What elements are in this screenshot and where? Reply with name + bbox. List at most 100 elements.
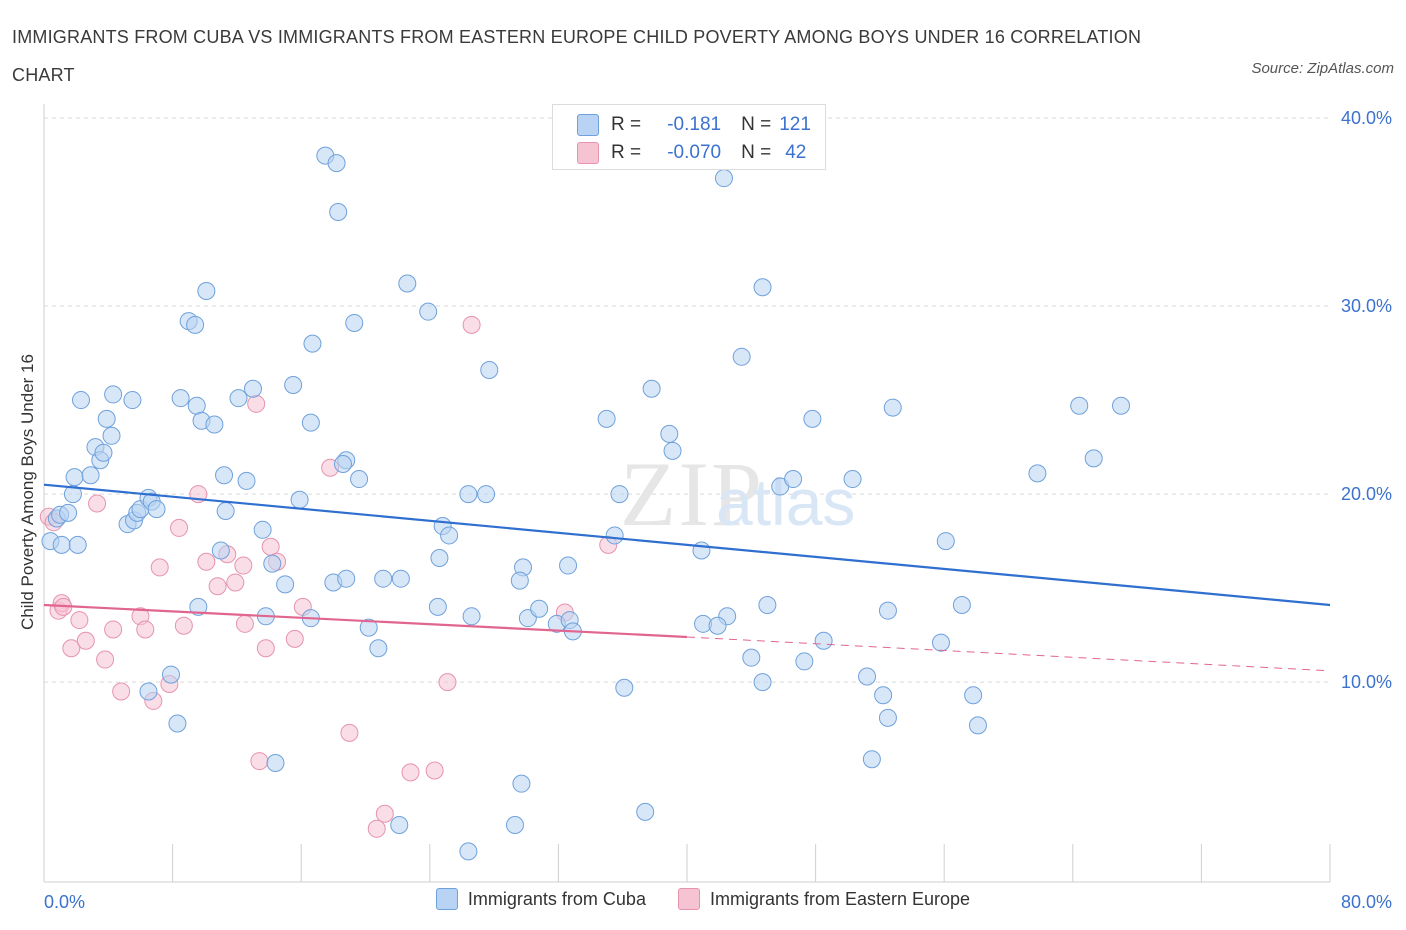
eastern-europe-swatch <box>577 142 599 164</box>
stats-legend: R = -0.181 N = 121 R = -0.070 N = 42 <box>552 104 826 170</box>
data-point-cuba <box>964 686 983 705</box>
data-point-cuba <box>52 535 71 554</box>
data-point-cuba <box>187 396 206 415</box>
chart-title: IMMIGRANTS FROM CUBA VS IMMIGRANTS FROM … <box>12 27 1142 85</box>
data-point-cuba <box>597 409 616 428</box>
data-point-cuba <box>284 376 303 395</box>
data-point-eastern-europe <box>112 682 131 701</box>
trend-lines <box>43 483 1331 672</box>
data-point-eastern-europe <box>96 650 115 669</box>
data-point-eastern-europe <box>197 552 216 571</box>
data-point-cuba <box>462 607 481 626</box>
trend-line-cuba <box>43 483 1331 607</box>
data-point-cuba <box>430 549 449 568</box>
data-point-cuba <box>229 389 248 408</box>
data-point-cuba <box>660 424 679 443</box>
trend-line-eastern-europe <box>43 603 688 639</box>
data-point-cuba <box>440 526 459 545</box>
data-point-cuba <box>663 441 682 460</box>
data-point-eastern-europe <box>367 819 386 838</box>
data-point-cuba <box>843 470 862 489</box>
data-point-cuba <box>505 816 524 835</box>
data-point-cuba <box>290 490 309 509</box>
data-point-eastern-europe <box>250 752 269 771</box>
legend-r-label: R = <box>611 114 642 135</box>
data-point-cuba <box>102 426 121 445</box>
legend-item-eastern-europe: Immigrants from Eastern Europe <box>677 888 970 910</box>
data-point-cuba <box>329 203 348 222</box>
data-point-cuba <box>1070 396 1089 415</box>
data-point-cuba <box>714 169 733 188</box>
data-point-cuba <box>345 313 364 332</box>
legend-r-value: -0.070 <box>667 142 722 163</box>
data-point-cuba <box>459 842 478 861</box>
y-tick-label: 10.0% <box>1341 672 1392 692</box>
data-point-cuba <box>753 673 772 692</box>
legend-item-cuba: Immigrants from Cuba <box>435 888 646 910</box>
data-point-cuba <box>71 391 90 410</box>
data-point-cuba <box>303 334 322 353</box>
data-point-eastern-europe <box>174 616 193 635</box>
data-point-cuba <box>216 502 235 521</box>
data-point-cuba <box>1112 396 1131 415</box>
data-point-cuba <box>878 708 897 727</box>
data-point-cuba <box>171 389 190 408</box>
data-point-cuba <box>197 281 216 300</box>
data-point-cuba <box>369 639 388 658</box>
data-point-eastern-europe <box>247 394 266 413</box>
data-point-cuba <box>104 385 123 404</box>
data-point-cuba <box>68 535 87 554</box>
data-point-eastern-europe <box>438 673 457 692</box>
data-point-eastern-europe <box>285 629 304 648</box>
axes <box>43 104 1331 883</box>
data-point-cuba <box>1084 449 1103 468</box>
legend-n-value: 121 <box>779 114 811 135</box>
data-point-eastern-europe <box>235 614 254 633</box>
data-point-cuba <box>205 415 224 434</box>
legend-n-value: 42 <box>785 142 807 163</box>
data-point-cuba <box>211 541 230 560</box>
data-point-cuba <box>878 601 897 620</box>
data-point-cuba <box>263 554 282 573</box>
data-point-cuba <box>510 571 529 590</box>
data-point-eastern-europe <box>234 556 253 575</box>
data-point-cuba <box>642 379 661 398</box>
data-point-cuba <box>123 391 142 410</box>
data-point-cuba <box>391 569 410 588</box>
data-point-eastern-europe <box>88 494 107 513</box>
data-point-eastern-europe <box>226 573 245 592</box>
data-point-cuba <box>189 597 208 616</box>
data-point-cuba <box>237 471 256 490</box>
data-point-cuba <box>814 631 833 650</box>
data-point-eastern-europe <box>76 631 95 650</box>
data-point-cuba <box>1028 464 1047 483</box>
data-point-cuba <box>147 500 166 519</box>
data-point-cuba <box>732 347 751 366</box>
data-point-cuba <box>327 154 346 173</box>
data-point-cuba <box>758 596 777 615</box>
legend-r-label: R = <box>611 142 642 163</box>
data-point-eastern-europe <box>256 639 275 658</box>
legend-n-label: N = <box>741 114 772 135</box>
data-point-cuba <box>337 569 356 588</box>
data-point-cuba <box>952 596 971 615</box>
data-point-cuba <box>266 753 285 772</box>
data-point-cuba <box>615 678 634 697</box>
legend-r-value: -0.181 <box>667 114 722 135</box>
legend-item-label: Immigrants from Cuba <box>467 888 646 909</box>
data-point-cuba <box>359 618 378 637</box>
data-point-cuba <box>858 667 877 686</box>
data-point-cuba <box>186 315 205 334</box>
legend-row-cuba: R = -0.181 N = 121 <box>577 113 811 137</box>
x-tick-label: 80.0% <box>1341 892 1392 912</box>
data-point-cuba <box>301 413 320 432</box>
data-point-cuba <box>862 750 881 769</box>
data-point-cuba <box>753 278 772 297</box>
tick-labels: 10.0% 20.0% 30.0% 40.0% 0.0% 80.0% <box>44 108 1392 912</box>
data-point-cuba <box>477 485 496 504</box>
data-point-cuba <box>936 532 955 551</box>
data-point-cuba <box>161 665 180 684</box>
trend-line-eastern-europe-extension <box>686 636 1331 672</box>
data-point-cuba <box>795 652 814 671</box>
